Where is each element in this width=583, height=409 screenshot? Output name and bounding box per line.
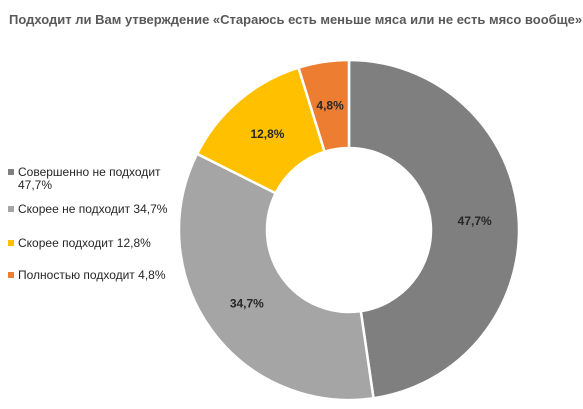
slice-fully <box>296 58 351 154</box>
legend-marker <box>8 206 14 212</box>
legend-label: Совершенно не подходит 47,7% <box>18 165 161 192</box>
legend-marker <box>8 169 14 175</box>
data-label: 34,7% <box>230 297 264 311</box>
legend-label: Скорее не подходит 34,7% <box>18 202 168 216</box>
legend-marker <box>8 240 14 246</box>
data-label: 12,8% <box>250 127 284 141</box>
legend-label: Полностью подходит 4,8% <box>18 268 166 282</box>
legend-item-rather-not: Скорее не подходит 34,7% <box>8 203 183 216</box>
chart-legend: Совершенно не подходит 47,7% Скорее не п… <box>8 166 183 282</box>
data-label: 4,8% <box>316 98 344 112</box>
data-label: 47,7% <box>458 214 492 228</box>
legend-label: Скорее подходит 12,8% <box>18 236 151 250</box>
chart-title: Подходит ли Вам утверждение «Стараюсь ес… <box>9 12 583 27</box>
legend-marker <box>8 272 14 278</box>
legend-item-fully: Полностью подходит 4,8% <box>8 269 183 282</box>
legend-item-not-at-all: Совершенно не подходит 47,7% <box>8 166 183 192</box>
slice-not-at-all <box>347 58 521 400</box>
slice-rather-not <box>177 152 375 402</box>
legend-item-rather-yes: Скорее подходит 12,8% <box>8 237 183 250</box>
